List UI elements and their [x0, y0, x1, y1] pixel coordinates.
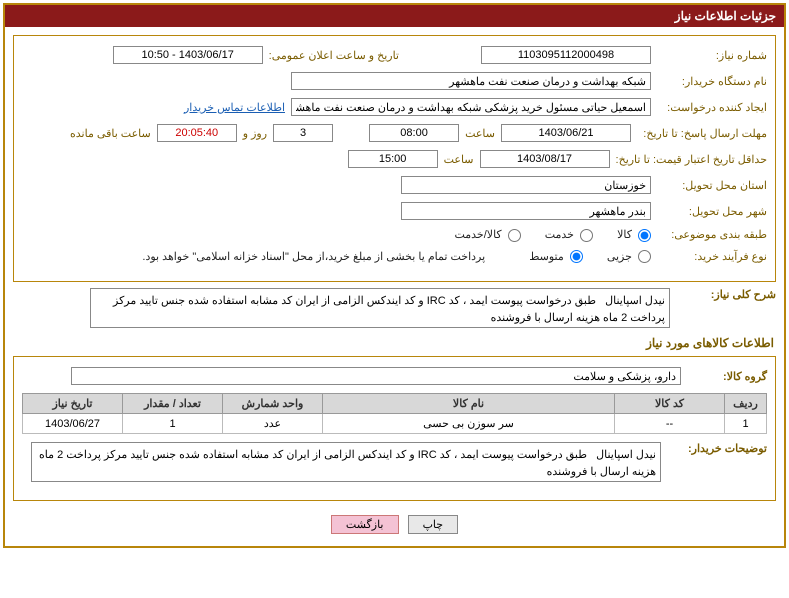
print-button[interactable]: چاپ: [408, 515, 459, 534]
back-button[interactable]: بازگشت: [331, 515, 399, 534]
cell-name: سر سوزن بی حسی: [323, 414, 615, 434]
radio-both-label: کالا/خدمت: [454, 229, 501, 241]
validity-label: حداقل تاریخ اعتبار قیمت: تا تاریخ:: [616, 153, 767, 166]
buyer-notes-textarea[interactable]: [31, 442, 661, 482]
table-row: 1 -- سر سوزن بی حسی عدد 1 1403/06/27: [23, 414, 767, 434]
radio-service-label: خدمت: [545, 229, 574, 241]
province-label: استان محل تحویل:: [657, 179, 767, 192]
need-number-field[interactable]: [481, 46, 651, 64]
creator-label: ایجاد کننده درخواست:: [657, 101, 767, 114]
creator-field[interactable]: [291, 98, 651, 116]
items-box: گروه کالا: ردیف کد کالا نام کالا واحد شم…: [13, 356, 776, 501]
radio-both[interactable]: [508, 229, 521, 242]
process-label: نوع فرآیند خرید:: [657, 250, 767, 263]
buyer-label: نام دستگاه خریدار:: [657, 75, 767, 88]
radio-medium-wrap[interactable]: متوسط: [529, 250, 583, 264]
days-field[interactable]: [273, 124, 333, 142]
radio-both-wrap[interactable]: کالا/خدمت: [454, 228, 520, 242]
row-validity: حداقل تاریخ اعتبار قیمت: تا تاریخ: ساعت: [22, 150, 767, 168]
cell-unit: عدد: [223, 414, 323, 434]
need-number-label: شماره نیاز:: [657, 49, 767, 62]
validity-time-field[interactable]: [348, 150, 438, 168]
th-name: نام کالا: [323, 394, 615, 414]
radio-goods-label: کالا: [617, 229, 632, 241]
cell-qty: 1: [123, 414, 223, 434]
row-city: شهر محل تحویل:: [22, 202, 767, 220]
deadline-date-field[interactable]: [501, 124, 631, 142]
deadline-time-label: ساعت: [465, 127, 495, 140]
desc-textarea[interactable]: [90, 288, 670, 328]
group-label: گروه کالا:: [687, 370, 767, 383]
row-process: نوع فرآیند خرید: جزیی متوسط پرداخت تمام …: [22, 250, 767, 264]
announce-label: تاریخ و ساعت اعلان عمومی:: [269, 49, 399, 62]
items-table: ردیف کد کالا نام کالا واحد شمارش تعداد /…: [22, 393, 767, 434]
radio-goods[interactable]: [638, 229, 651, 242]
desc-label: شرح کلی نیاز:: [676, 288, 776, 301]
row-desc: شرح کلی نیاز:: [13, 288, 776, 328]
deadline-time-field[interactable]: [369, 124, 459, 142]
table-header-row: ردیف کد کالا نام کالا واحد شمارش تعداد /…: [23, 394, 767, 414]
cell-row: 1: [725, 414, 767, 434]
city-field[interactable]: [401, 202, 651, 220]
th-qty: تعداد / مقدار: [123, 394, 223, 414]
radio-partial-label: جزیی: [607, 251, 632, 263]
subject-label: طبقه بندی موضوعی:: [657, 228, 767, 241]
announce-field[interactable]: [113, 46, 263, 64]
radio-partial[interactable]: [638, 250, 651, 263]
row-need-number: شماره نیاز: تاریخ و ساعت اعلان عمومی:: [22, 46, 767, 64]
validity-time-label: ساعت: [444, 153, 474, 166]
row-deadline: مهلت ارسال پاسخ: تا تاریخ: ساعت روز و سا…: [22, 124, 767, 142]
row-province: استان محل تحویل:: [22, 176, 767, 194]
remain-label: ساعت باقی مانده: [70, 127, 151, 140]
cell-code: --: [615, 414, 725, 434]
row-buyer-notes: توضیحات خریدار:: [22, 442, 767, 482]
deadline-label: مهلت ارسال پاسخ: تا تاریخ:: [637, 127, 767, 140]
button-row: چاپ بازگشت: [13, 507, 776, 538]
th-row: ردیف: [725, 394, 767, 414]
radio-medium[interactable]: [570, 250, 583, 263]
countdown-field: [157, 124, 237, 142]
process-note: پرداخت تمام یا بخشی از مبلغ خرید،از محل …: [142, 250, 485, 263]
city-label: شهر محل تحویل:: [657, 205, 767, 218]
days-and-label: روز و: [243, 127, 267, 140]
row-creator: ایجاد کننده درخواست: اطلاعات تماس خریدار: [22, 98, 767, 116]
panel-title: جزئیات اطلاعات نیاز: [5, 5, 784, 27]
row-buyer: نام دستگاه خریدار:: [22, 72, 767, 90]
panel-body: شماره نیاز: تاریخ و ساعت اعلان عمومی: نا…: [5, 27, 784, 546]
radio-service-wrap[interactable]: خدمت: [545, 228, 593, 242]
row-subject: طبقه بندی موضوعی: کالا خدمت کالا/خدمت: [22, 228, 767, 242]
radio-partial-wrap[interactable]: جزیی: [607, 250, 651, 264]
buyer-contact-link[interactable]: اطلاعات تماس خریدار: [184, 101, 285, 114]
items-section-title: اطلاعات کالاهای مورد نیاز: [15, 336, 774, 350]
radio-service[interactable]: [580, 229, 593, 242]
th-code: کد کالا: [615, 394, 725, 414]
buyer-field[interactable]: [291, 72, 651, 90]
cell-date: 1403/06/27: [23, 414, 123, 434]
province-field[interactable]: [401, 176, 651, 194]
details-panel: جزئیات اطلاعات نیاز شماره نیاز: تاریخ و …: [3, 3, 786, 548]
validity-date-field[interactable]: [480, 150, 610, 168]
group-field[interactable]: [71, 367, 681, 385]
radio-medium-label: متوسط: [529, 251, 564, 263]
th-date: تاریخ نیاز: [23, 394, 123, 414]
general-info-box: شماره نیاز: تاریخ و ساعت اعلان عمومی: نا…: [13, 35, 776, 282]
th-unit: واحد شمارش: [223, 394, 323, 414]
radio-goods-wrap[interactable]: کالا: [617, 228, 651, 242]
row-group: گروه کالا:: [22, 367, 767, 385]
buyer-notes-label: توضیحات خریدار:: [667, 442, 767, 455]
